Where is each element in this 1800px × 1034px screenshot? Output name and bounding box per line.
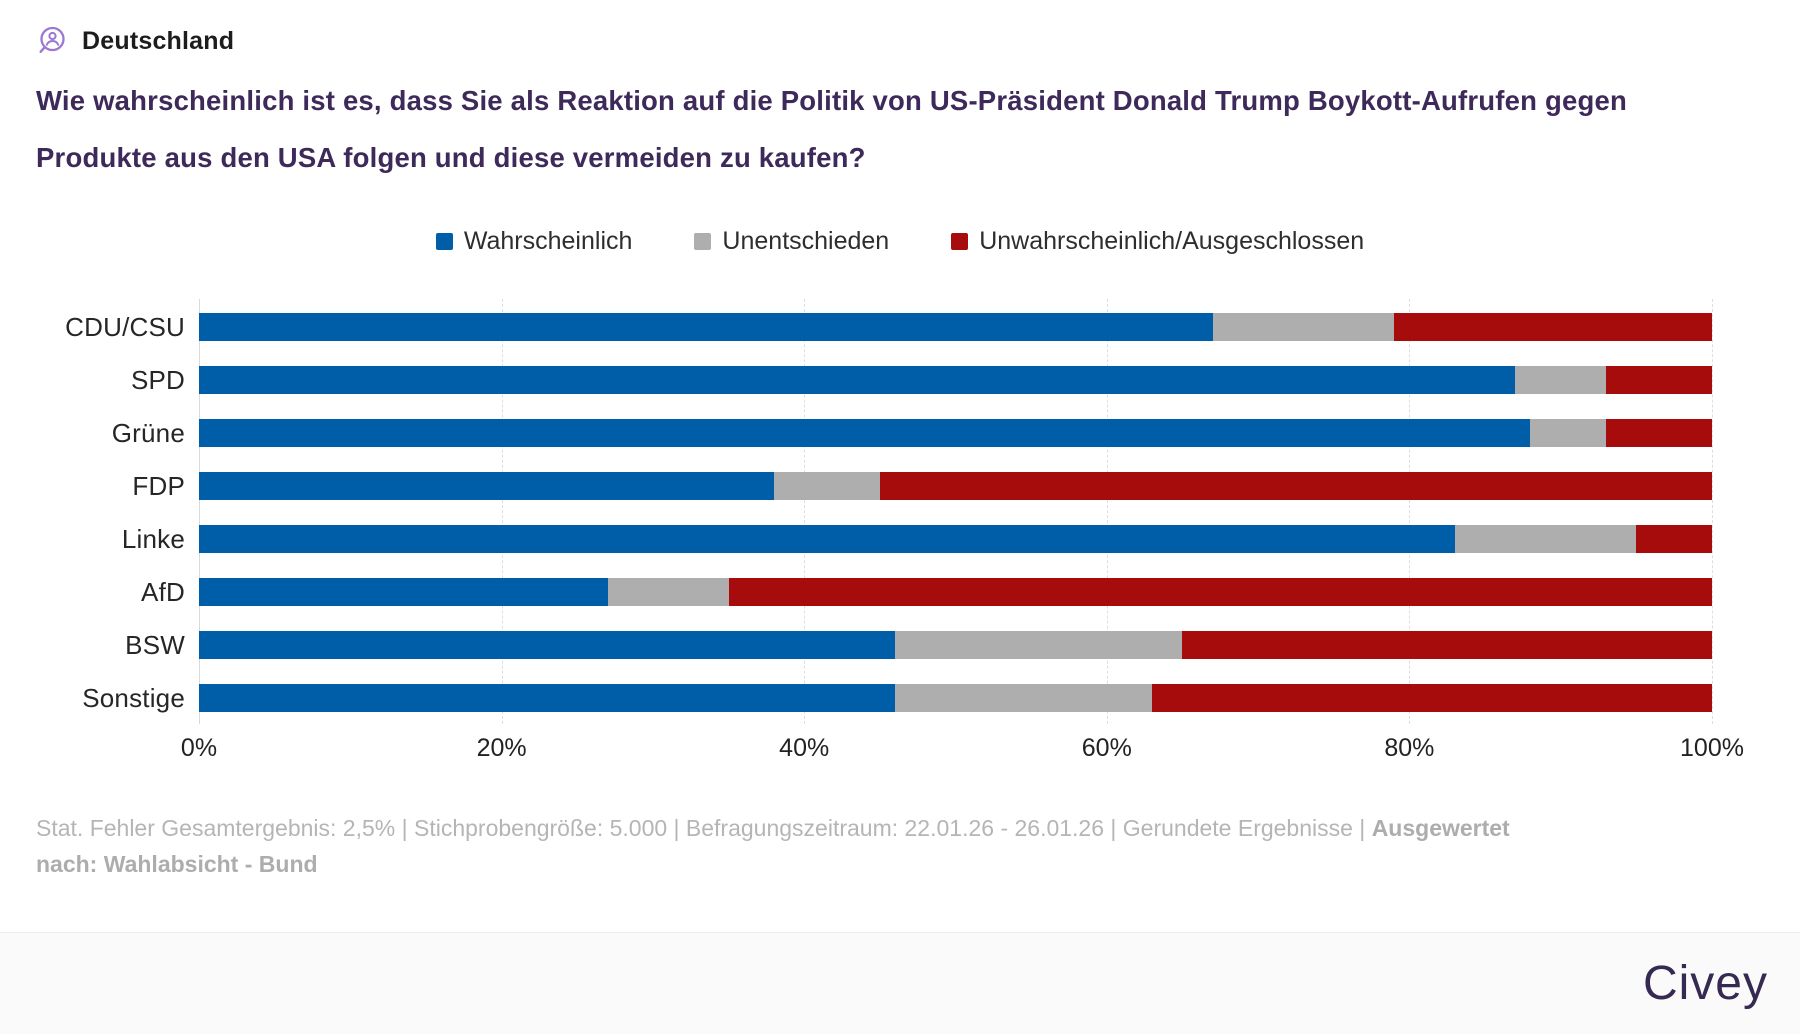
survey-question-title: Wie wahrscheinlich ist es, dass Sie als … xyxy=(36,85,1627,173)
row-label: FDP xyxy=(132,470,185,501)
region-label: Deutschland xyxy=(82,26,235,55)
legend-swatch-icon xyxy=(694,232,712,250)
row-label: CDU/CSU xyxy=(65,311,185,342)
legend-item: Wahrscheinlich xyxy=(435,226,633,256)
gridline xyxy=(1712,299,1713,724)
row-label: Sonstige xyxy=(82,682,185,713)
legend-item: Unentschieden xyxy=(694,227,889,256)
bar-segment xyxy=(199,684,895,712)
region-row: Deutschland xyxy=(36,24,1764,58)
bar-segment xyxy=(1636,525,1712,553)
x-axis: 0% 20% 40% 60% 80% 100% xyxy=(181,734,1744,764)
bar-segment xyxy=(728,578,1712,606)
gridline xyxy=(199,299,200,724)
bar-segment xyxy=(199,366,1516,394)
bar-track xyxy=(199,366,1712,394)
footer-stats-text: Stat. Fehler Gesamtergebnis: 2,5% | Stic… xyxy=(36,815,1372,841)
gridline xyxy=(804,299,806,724)
axis-tick-label: 40% xyxy=(779,734,830,762)
header: Deutschland Wie wahrscheinlich ist es, d… xyxy=(36,24,1764,186)
bar-segment xyxy=(199,525,1455,553)
legend-item: Unwahrscheinlich/Ausgeschlossen xyxy=(951,227,1364,256)
civey-logo: Civey xyxy=(1642,957,1768,1010)
person-magnifier-icon xyxy=(36,25,68,57)
bar-segment xyxy=(199,472,774,500)
bar-segment xyxy=(1182,631,1712,659)
gridline xyxy=(1409,299,1411,724)
stacked-bar-chart: CDU/CSU SPD Grüne FDP Linke AfD BSW Sonstige xyxy=(36,299,1713,724)
chart-legend: Wahrscheinlich Unentschieden Unwahrscheinl… xyxy=(0,226,1800,256)
bar-track xyxy=(199,472,1712,500)
bar-track xyxy=(199,313,1712,341)
bar-segment xyxy=(199,313,1213,341)
chart-row: SPD xyxy=(36,364,1712,395)
bar-segment xyxy=(773,472,880,500)
chart-row: Linke xyxy=(36,523,1712,554)
bar-track xyxy=(199,419,1712,447)
chart-row: Sonstige xyxy=(36,682,1712,713)
chart-gridlines xyxy=(199,299,1713,724)
bar-track xyxy=(199,631,1712,659)
chart-row: AfD xyxy=(36,576,1712,607)
axis-tick-label: 0% xyxy=(180,734,218,762)
row-label: SPD xyxy=(130,364,185,395)
bar-track xyxy=(199,578,1712,606)
axis-tick-label: 80% xyxy=(1384,734,1435,762)
bar-segment xyxy=(894,631,1183,659)
bar-segment xyxy=(894,684,1153,712)
bar-segment xyxy=(1152,684,1712,712)
chart-rows: CDU/CSU SPD Grüne FDP Linke AfD BSW Sonstige xyxy=(36,311,1712,713)
bar-segment xyxy=(199,419,1531,447)
legend-swatch-icon xyxy=(435,232,453,250)
footer-stats: Stat. Fehler Gesamtergebnis: 2,5% | Stic… xyxy=(36,810,1566,882)
bar-segment xyxy=(1212,313,1395,341)
bar-segment xyxy=(199,578,608,606)
bar-segment xyxy=(1515,366,1607,394)
bar-segment xyxy=(607,578,729,606)
bar-segment xyxy=(199,631,895,659)
legend-label: Unentschieden xyxy=(722,226,890,255)
bar-segment xyxy=(1530,419,1607,447)
footer-stats-bold: Ausgewertet nach: Wahlabsicht - Bund xyxy=(36,815,1510,877)
bar-segment xyxy=(1606,366,1712,394)
gridline xyxy=(1106,299,1108,724)
brand-bar: Civey xyxy=(0,932,1800,1034)
legend-label: Wahrscheinlich xyxy=(463,226,633,255)
bar-track xyxy=(199,525,1712,553)
axis-tick-label: 100% xyxy=(1680,734,1744,762)
chart-row: CDU/CSU xyxy=(36,311,1712,342)
bar-segment xyxy=(1454,525,1637,553)
chart-row: FDP xyxy=(36,470,1712,501)
row-label: AfD xyxy=(141,576,185,607)
legend-swatch-icon xyxy=(951,232,969,250)
legend-label: Unwahrscheinlich/Ausgeschlossen xyxy=(979,226,1365,255)
axis-tick-label: 20% xyxy=(476,734,527,762)
bar-segment xyxy=(1394,313,1712,341)
bar-segment xyxy=(879,472,1712,500)
chart-row: BSW xyxy=(36,629,1712,660)
chart-row: Grüne xyxy=(36,417,1712,448)
bar-track xyxy=(199,684,1712,712)
gridline xyxy=(501,299,503,724)
row-label: Linke xyxy=(121,523,185,554)
row-label: BSW xyxy=(125,629,185,660)
axis-tick-label: 60% xyxy=(1081,734,1132,762)
row-label: Grüne xyxy=(111,417,185,448)
bar-segment xyxy=(1606,419,1712,447)
